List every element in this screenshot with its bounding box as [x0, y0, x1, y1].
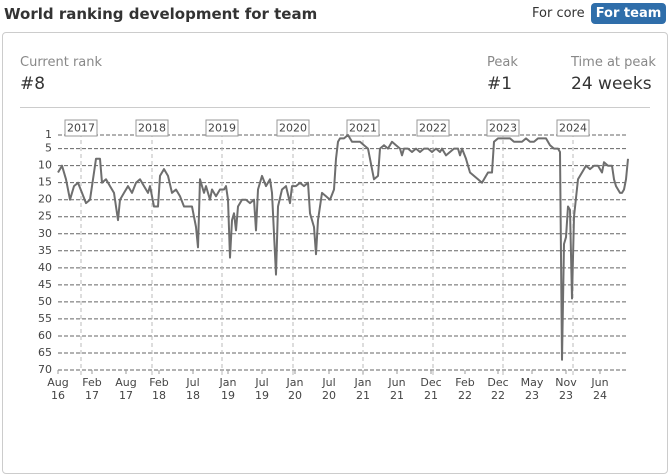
year-box	[135, 119, 169, 137]
x-tick-label: Jan 19	[219, 376, 237, 402]
x-tick-label: Jun 24	[591, 376, 609, 402]
stat-label: Time at peak	[571, 55, 656, 70]
year-box	[64, 119, 98, 137]
y-tick-label: 55	[38, 312, 52, 325]
y-tick-label: 25	[38, 210, 52, 223]
y-tick-label: 20	[38, 193, 52, 206]
year-label: 2018	[138, 122, 166, 135]
year-label: 2023	[489, 122, 517, 135]
stat-value: #1	[487, 74, 513, 94]
page-title: World ranking development for team	[4, 5, 318, 23]
x-tick-label: Jun 21	[388, 376, 406, 402]
year-label: 2019	[208, 122, 236, 135]
x-tick-label: Feb 18	[149, 376, 169, 402]
year-label: 2024	[559, 122, 587, 135]
y-tick-label: 5	[45, 142, 52, 155]
year-label: 2021	[349, 122, 377, 135]
x-tick-label: Feb 22	[455, 376, 475, 402]
year-label: 2017	[67, 122, 95, 135]
x-tick-label: Feb 17	[82, 376, 102, 402]
y-tick-label: 70	[38, 363, 52, 376]
toggle-core[interactable]: For core	[532, 6, 585, 21]
x-tick-label: Aug 16	[47, 376, 69, 402]
y-tick-label: 30	[38, 227, 52, 240]
x-tick-label: Jul 19	[255, 376, 269, 402]
toggle-team[interactable]: For team	[591, 3, 666, 24]
year-box	[205, 119, 239, 137]
stat-value: 24 weeks	[571, 74, 652, 94]
stat-label: Current rank	[20, 55, 103, 70]
x-tick-label: May 23	[520, 376, 544, 402]
x-tick-label: Jul 20	[322, 376, 336, 402]
y-tick-label: 15	[38, 176, 52, 189]
year-box	[346, 119, 380, 137]
year-box	[556, 119, 590, 137]
y-tick-label: 60	[38, 329, 52, 342]
x-tick-label: Dec 21	[420, 376, 442, 402]
x-tick-label: Nov 23	[555, 376, 577, 402]
year-label: 2020	[279, 122, 307, 135]
rank-line	[57, 134, 629, 361]
x-tick-label: Jul 18	[186, 376, 200, 402]
year-box	[416, 119, 450, 137]
y-tick-label: 10	[38, 159, 52, 172]
year-box	[276, 119, 310, 137]
y-tick-label: 65	[38, 346, 52, 359]
x-tick-label: Dec 22	[487, 376, 509, 402]
y-tick-label: 35	[38, 244, 52, 257]
stat-value: #8	[20, 74, 46, 94]
year-label: 2022	[419, 122, 447, 135]
y-tick-label: 1	[45, 128, 52, 141]
stat-label: Peak	[487, 55, 518, 70]
x-tick-label: Aug 17	[115, 376, 137, 402]
x-tick-label: Jan 20	[286, 376, 304, 402]
year-box	[486, 119, 520, 137]
separator	[20, 107, 650, 108]
y-tick-label: 50	[38, 295, 52, 308]
y-tick-label: 40	[38, 261, 52, 274]
x-tick-label: Jan 21	[354, 376, 372, 402]
y-tick-label: 45	[38, 278, 52, 291]
